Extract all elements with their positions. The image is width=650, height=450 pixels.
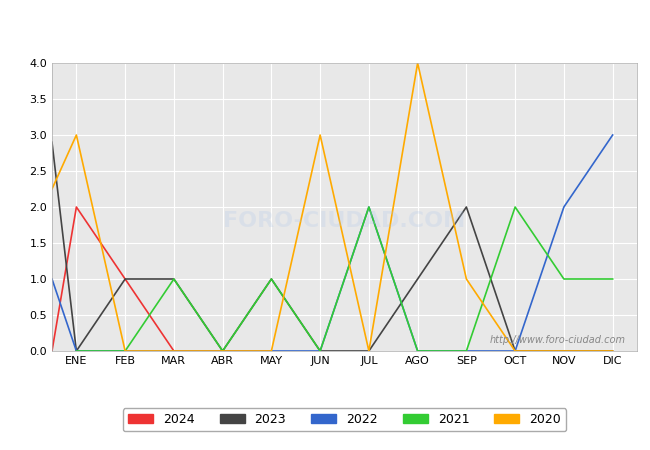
Legend: 2024, 2023, 2022, 2021, 2020: 2024, 2023, 2022, 2021, 2020 (123, 408, 566, 431)
Text: FORO-CIUDAD.COM: FORO-CIUDAD.COM (224, 212, 465, 231)
Text: http://www.foro-ciudad.com: http://www.foro-ciudad.com (489, 335, 625, 345)
Text: Matriculaciones de Vehiculos en San Martín de Montalbán: Matriculaciones de Vehiculos en San Mart… (104, 19, 546, 35)
